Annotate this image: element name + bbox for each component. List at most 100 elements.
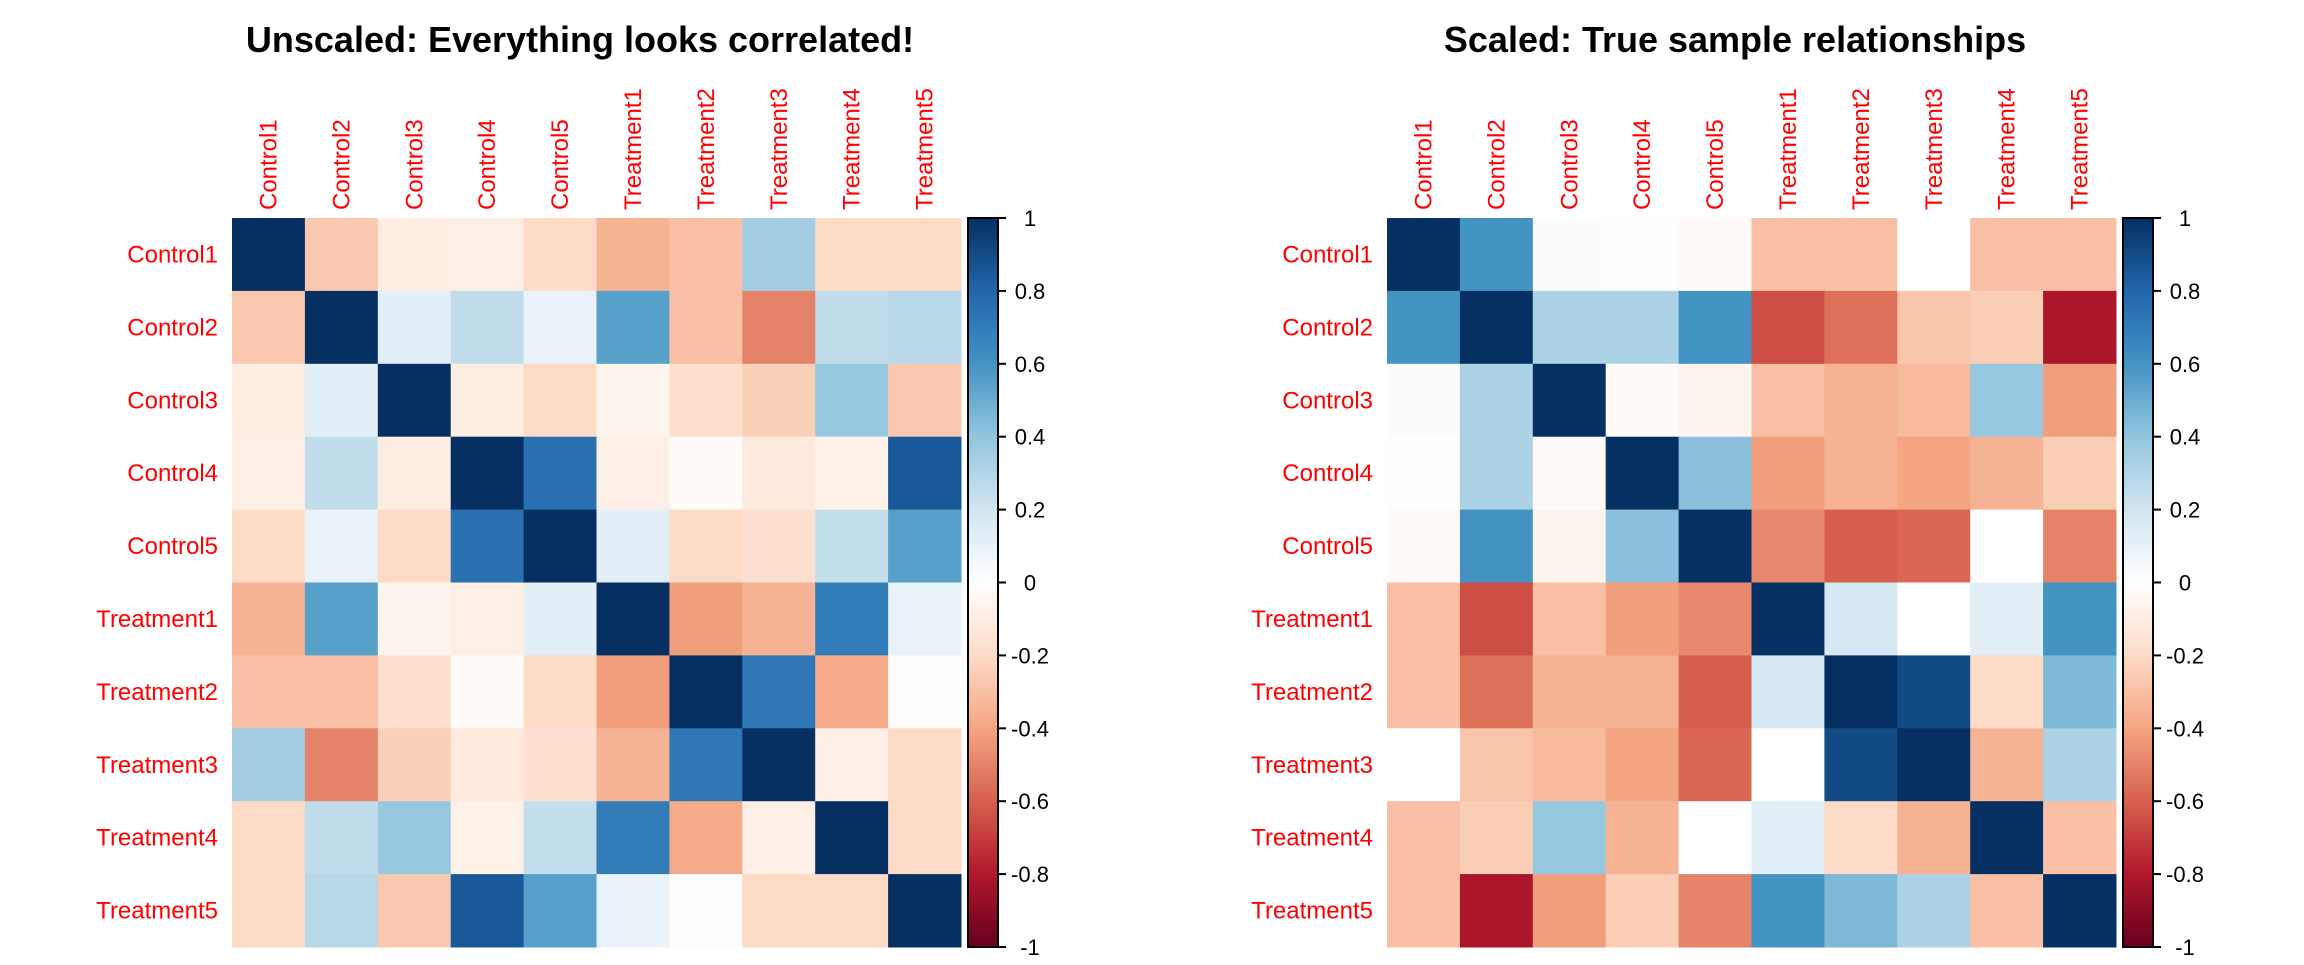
heatmap-cell (1678, 363, 1752, 438)
heatmap-cell (1532, 509, 1607, 583)
heatmap-cell (1751, 509, 1825, 583)
heatmap-cell (669, 582, 743, 656)
column-label: Treatment3 (766, 88, 793, 210)
heatmap-cell (1605, 801, 1680, 875)
colorbar-tick-label: 0.6 (1015, 352, 1046, 377)
heatmap-cell (1605, 509, 1680, 583)
heatmap-cell (1387, 582, 1461, 656)
heatmap-cell (1751, 582, 1825, 656)
column-labels: Control1 Control2 Control3 Control4 Control5… (255, 88, 938, 210)
column-label: Control2 (328, 119, 355, 210)
heatmap-cell (1387, 655, 1461, 729)
heatmap-cell (450, 509, 525, 583)
heatmap-cell (815, 509, 889, 583)
heatmap-cell (377, 655, 452, 729)
heatmap-cell (523, 582, 597, 656)
heatmap-cell (815, 436, 889, 511)
row-label: Control5 (127, 533, 218, 560)
heatmap-cell (596, 874, 670, 948)
heatmap-cell (450, 801, 525, 875)
heatmap-cell (1970, 290, 2044, 365)
heatmap-cell (304, 582, 379, 656)
heatmap-cell (1532, 436, 1607, 511)
colorbar-tick-label: -0.6 (1011, 789, 1049, 814)
heatmap-cell (523, 801, 597, 875)
heatmap-cell (232, 582, 306, 656)
heatmap-cell (232, 363, 306, 438)
row-label: Control2 (1282, 314, 1373, 341)
heatmap-cell (450, 436, 525, 511)
row-label: Control5 (1282, 533, 1373, 560)
heatmap-cell (232, 218, 306, 292)
row-label: Control1 (1282, 241, 1373, 268)
heatmap-cell (669, 363, 743, 438)
heatmap-cell (888, 655, 962, 729)
heatmap-cell (596, 801, 670, 875)
colorbar-tick-label: -0.8 (1011, 862, 1049, 887)
heatmap-cell (1387, 509, 1461, 583)
heatmap-cell (450, 582, 525, 656)
heatmap-cell (815, 728, 889, 802)
heatmap-cell (669, 218, 743, 292)
heatmap-cell (1824, 436, 1898, 511)
row-label: Control3 (1282, 387, 1373, 414)
heatmap-cell (1824, 874, 1898, 948)
heatmap-cell (523, 509, 597, 583)
column-label: Treatment2 (1848, 88, 1875, 210)
colorbar-tick-label: 0 (2179, 571, 2191, 596)
row-label: Control2 (127, 314, 218, 341)
heatmap-cell (888, 801, 962, 875)
heatmap-cell (1897, 728, 1971, 802)
heatmap-cell (1897, 363, 1971, 438)
column-label: Control4 (474, 119, 501, 210)
heatmap-cell (232, 728, 306, 802)
heatmap-cell (1387, 363, 1461, 438)
heatmap-cell (888, 436, 962, 511)
heatmap-cell (1897, 801, 1971, 875)
heatmap-cell (1459, 728, 1534, 802)
heatmap-cell (1387, 801, 1461, 875)
heatmap-cells (232, 218, 962, 948)
column-label: Treatment5 (912, 88, 939, 210)
colorbar-tick-label: -0.8 (2166, 862, 2204, 887)
colorbar-tick-label: -0.2 (1011, 643, 1049, 668)
heatmap-cell (1459, 436, 1534, 511)
heatmap-cell (377, 363, 452, 438)
column-label: Treatment5 (2067, 88, 2094, 210)
heatmap-cell (2043, 874, 2117, 948)
heatmap-cell (1532, 363, 1607, 438)
heatmap-cell (523, 290, 597, 365)
heatmap-cell (450, 363, 525, 438)
heatmap-cell (669, 436, 743, 511)
heatmap-cell (1678, 218, 1752, 292)
colorbar: 1 0.8 0.6 0.4 0.2 0 -0.2 -0.4 -0.6 -0.8 -1 (967, 206, 1049, 960)
heatmap-cell (742, 801, 816, 875)
heatmap-cell (232, 436, 306, 511)
heatmap-cell (377, 728, 452, 802)
heatmap-cell (377, 801, 452, 875)
heatmap-cell (304, 218, 379, 292)
heatmap-cell (377, 509, 452, 583)
row-label: Treatment5 (96, 898, 218, 925)
colorbar-tick-label: 0.2 (1015, 498, 1046, 523)
colorbar-tick-label: 0.6 (2170, 352, 2201, 377)
column-label: Treatment4 (839, 88, 866, 210)
heatmap-cell (1605, 728, 1680, 802)
heatmap-cell (1751, 218, 1825, 292)
colorbar-tick-label: -0.4 (2166, 716, 2204, 741)
heatmap-cell (596, 655, 670, 729)
row-label: Control4 (127, 460, 218, 487)
heatmap-cell (1532, 582, 1607, 656)
heatmap-cell (377, 874, 452, 948)
heatmap-cell (377, 582, 452, 656)
row-label: Treatment3 (1251, 752, 1373, 779)
chart-title: Scaled: True sample relationships (1444, 19, 2026, 60)
colorbar-gradient (967, 217, 999, 948)
colorbar-tick-label: -1 (1020, 935, 1040, 960)
heatmap-cell (596, 582, 670, 656)
heatmap-cells (1387, 218, 2117, 948)
heatmap-cell (1532, 218, 1607, 292)
column-label: Treatment4 (1994, 88, 2021, 210)
heatmap-cell (669, 655, 743, 729)
